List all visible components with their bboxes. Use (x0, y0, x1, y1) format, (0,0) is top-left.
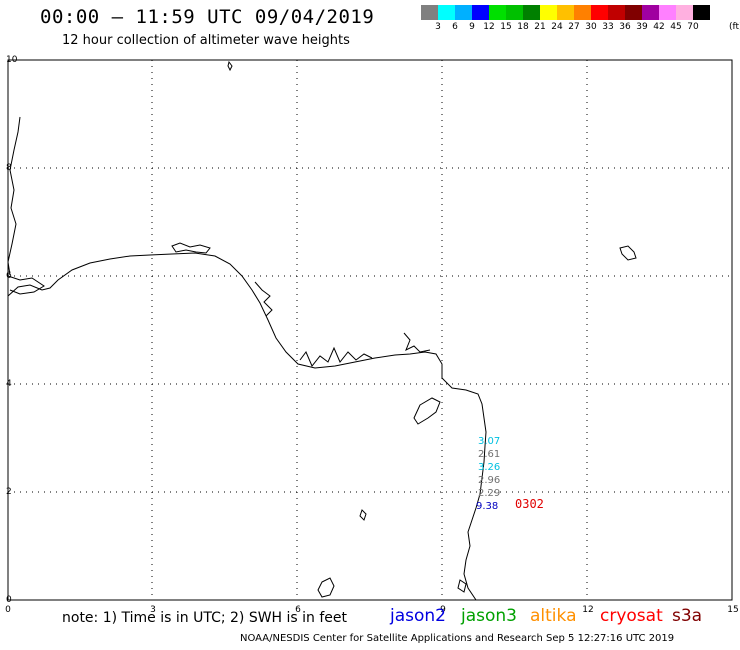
coastline-peninsula (403, 332, 431, 353)
x-tick-label: 15 (727, 605, 738, 615)
color-scale-label: 36 (619, 22, 631, 32)
color-scale-swatch (591, 5, 608, 20)
color-scale-swatch (523, 5, 540, 20)
wave-height-reading: 3.26 (478, 462, 500, 473)
map-title: 00:00 – 11:59 UTC 09/04/2019 (40, 6, 375, 28)
map-frame (7, 59, 733, 601)
coastline-western-bay (7, 275, 45, 295)
color-scale-label: 27 (568, 22, 580, 32)
x-tick-label: 6 (295, 605, 301, 615)
color-scale-swatch (625, 5, 642, 20)
color-scale-label: 30 (585, 22, 597, 32)
color-scale-swatch (489, 5, 506, 20)
color-scale-label: 9 (469, 22, 475, 32)
y-tick-label: 10 (6, 55, 18, 65)
x-tick-label: 9 (440, 605, 446, 615)
color-scale-swatch (506, 5, 523, 20)
color-scale-swatch (421, 5, 438, 20)
color-scale-swatch (455, 5, 472, 20)
coastline-delta (254, 281, 273, 317)
island-southwest (317, 577, 335, 598)
color-scale-swatch (438, 5, 455, 20)
color-scale-swatch (574, 5, 591, 20)
island-north (227, 60, 233, 72)
note-text: note: 1) Time is in UTC; 2) SWH is in fe… (62, 610, 348, 626)
color-scale-label: 24 (551, 22, 563, 32)
color-scale-label: 33 (602, 22, 614, 32)
color-scale-label: 3 (435, 22, 441, 32)
wave-height-reading: 2.96 (478, 475, 500, 486)
color-scale-label: 18 (517, 22, 529, 32)
coastline-west-edge (7, 116, 21, 276)
wave-height-reading: 9.38 (476, 501, 498, 512)
x-tick-label: 12 (582, 605, 593, 615)
color-scale-label: 6 (452, 22, 458, 32)
coastline-islands-a (171, 242, 211, 254)
mission-altika: altika (530, 606, 577, 626)
wave-height-reading: 3.07 (478, 436, 500, 447)
observation-time-label: 0302 (515, 497, 544, 511)
wave-height-readings: 3.07 2.61 3.26 2.96 2.29 9.38 (476, 436, 500, 512)
color-scale-swatch (608, 5, 625, 20)
credit-text: NOAA/NESDIS Center for Satellite Applica… (240, 633, 675, 644)
color-scale-swatch (693, 5, 710, 20)
island-small-c (359, 509, 367, 521)
y-tick-label: 8 (6, 163, 12, 173)
color-scale-label: 15 (500, 22, 512, 32)
color-scale-label: 12 (483, 22, 495, 32)
y-tick-label: 4 (6, 379, 12, 389)
y-tick-label: 2 (6, 487, 12, 497)
map-grid (8, 60, 732, 600)
color-scale-swatch (557, 5, 574, 20)
y-axis-ticks: 10 8 6 4 2 0 (6, 55, 18, 605)
coastline-marsh (299, 346, 373, 367)
color-scale-label: 39 (636, 22, 648, 32)
x-tick-label: 3 (150, 605, 156, 615)
mission-cryosat: cryosat (600, 606, 663, 626)
y-tick-label: 6 (6, 271, 12, 281)
color-scale-swatch (659, 5, 676, 20)
y-tick-label: 0 (6, 595, 12, 605)
color-scale-swatch (676, 5, 693, 20)
x-tick-label: 0 (5, 605, 11, 615)
mission-jason2: jason2 (390, 606, 446, 626)
color-scale-swatches (421, 5, 710, 20)
color-scale-label: 70 (687, 22, 699, 32)
wave-height-reading: 2.61 (478, 449, 500, 460)
x-axis-ticks: 0 3 6 9 12 15 (5, 605, 739, 615)
color-scale-swatch (540, 5, 557, 20)
mission-jason3: jason3 (461, 606, 517, 626)
color-scale-swatch (642, 5, 659, 20)
mission-s3a: s3a (672, 606, 703, 626)
color-scale-label: 21 (534, 22, 546, 32)
coastline-main (7, 252, 487, 601)
color-scale-unit: (ft) (729, 22, 740, 32)
offshore-islands (227, 60, 637, 598)
color-scale-swatch (472, 5, 489, 20)
island-large (413, 397, 441, 425)
color-scale-label: 42 (653, 22, 665, 32)
color-scale-label: 45 (670, 22, 682, 32)
island-east (619, 245, 637, 261)
island-small-d (457, 579, 467, 593)
wave-height-reading: 2.29 (478, 488, 500, 499)
coastline (7, 116, 487, 601)
map-subtitle: 12 hour collection of altimeter wave hei… (62, 33, 350, 48)
